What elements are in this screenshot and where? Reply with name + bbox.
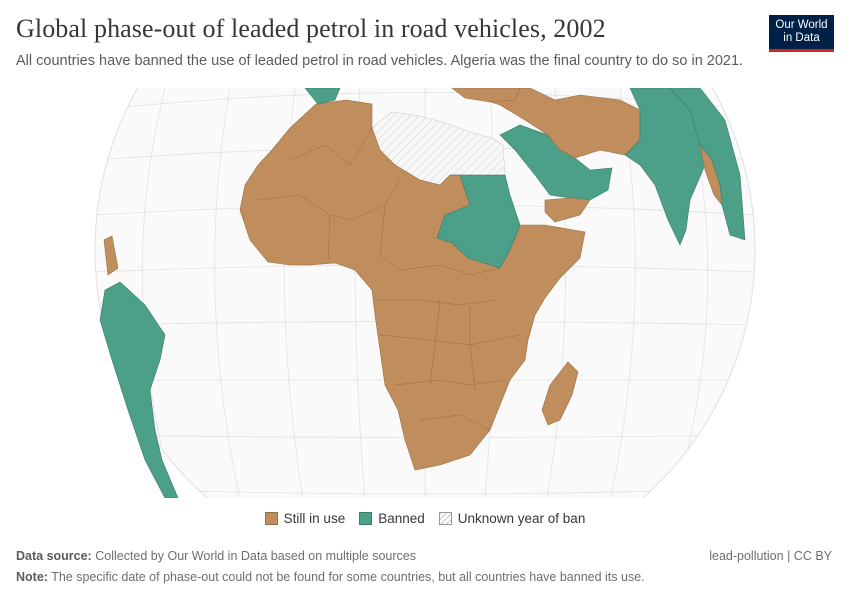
region-sudan[interactable]	[436, 174, 521, 269]
legend-swatch-still-in-use	[264, 512, 278, 525]
data-source: Data source: Collected by Our World in D…	[16, 549, 416, 563]
legend-swatch-banned	[359, 512, 373, 525]
region-east-asia[interactable]	[669, 88, 746, 241]
region-africa[interactable]	[239, 99, 586, 471]
legend-item-still-in-use[interactable]: Still in use	[264, 511, 346, 526]
chart-title: Global phase-out of leaded petrol in roa…	[16, 14, 606, 43]
region-yemen[interactable]	[544, 197, 591, 223]
legend-item-banned[interactable]: Banned	[359, 511, 425, 526]
logo-line-1: Our World	[775, 19, 828, 31]
owid-logo[interactable]: Our World in Data	[769, 15, 834, 52]
legend-label-still-in-use: Still in use	[283, 511, 346, 526]
note-text: The specific date of phase-out could not…	[51, 570, 645, 584]
legend-item-unknown[interactable]: Unknown year of ban	[438, 511, 586, 526]
footer-note: Note: The specific date of phase-out cou…	[16, 570, 645, 584]
logo-line-2: in Data	[783, 32, 820, 44]
footer-links: lead-pollution | CC BY	[709, 549, 832, 563]
data-source-label: Data source:	[16, 549, 92, 563]
region-madagascar[interactable]	[541, 361, 579, 426]
region-central-america[interactable]	[103, 235, 119, 276]
region-south-america[interactable]	[99, 281, 179, 498]
note-label: Note:	[16, 570, 48, 584]
legend-label-unknown: Unknown year of ban	[457, 511, 586, 526]
region-europe-banned[interactable]	[304, 88, 341, 105]
slug-link[interactable]: lead-pollution	[709, 549, 784, 563]
legend: Still in use Banned Unknown year of ban	[0, 511, 850, 526]
africa-borders	[257, 127, 521, 431]
license-link[interactable]: CC BY	[793, 549, 832, 563]
footer-separator: |	[787, 549, 791, 563]
region-europe-still[interactable]	[451, 88, 521, 103]
chart-subtitle: All countries have banned the use of lea…	[16, 53, 744, 69]
legend-swatch-unknown	[438, 512, 452, 525]
data-source-text: Collected by Our World in Data based on …	[95, 549, 416, 563]
legend-label-banned: Banned	[378, 511, 425, 526]
